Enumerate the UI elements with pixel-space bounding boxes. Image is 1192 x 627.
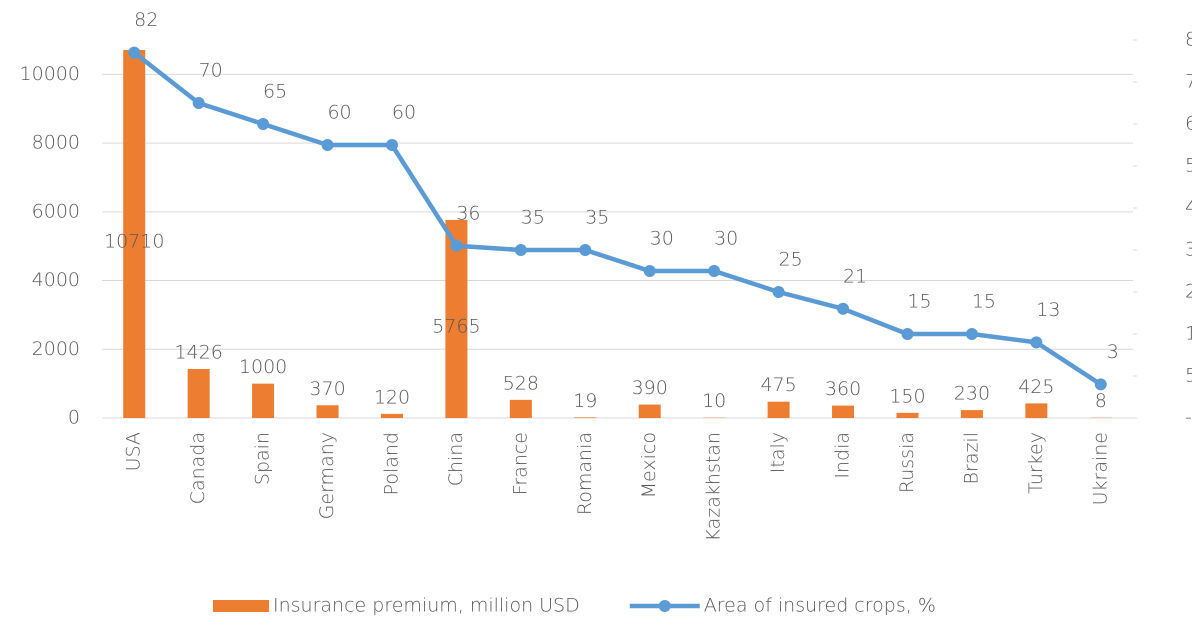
x-tick-label: Mexico: [638, 432, 660, 498]
bar-value-label: 5765: [432, 315, 480, 337]
bar-value-label: 230: [954, 383, 990, 405]
x-tick-label: Italy: [767, 432, 789, 473]
x-tick-label: Brazil: [960, 432, 982, 484]
line-value-label: 30: [650, 228, 674, 250]
bar-value-label: 8: [1095, 390, 1107, 412]
y-tick-label: 8000: [32, 132, 80, 154]
bar-value-label: 1000: [239, 356, 287, 378]
bar: [381, 414, 403, 418]
line-value-label: 36: [456, 202, 480, 224]
bar-value-label: 1426: [174, 341, 222, 363]
line-value-label: 70: [199, 60, 223, 82]
bar: [1025, 403, 1047, 418]
legend-label: Insurance premium, million USD: [273, 595, 580, 617]
bar: [639, 405, 661, 418]
line-value-label: 13: [1036, 299, 1060, 321]
bar-value-label: 425: [1018, 376, 1054, 398]
x-tick-label: India: [832, 432, 854, 479]
bar-value-label: 528: [503, 372, 539, 394]
bar: [961, 410, 983, 418]
x-tick-label: Canada: [187, 432, 209, 504]
line-value-label: 60: [392, 102, 416, 124]
bar-value-label: 150: [889, 385, 925, 407]
bar: [896, 413, 918, 418]
bar-value-label: 10: [702, 390, 726, 412]
x-tick-label: Poland: [380, 432, 402, 495]
line-value-label: 65: [263, 81, 287, 103]
line-point: [515, 244, 527, 256]
y2-tick-label: 35: [1185, 239, 1192, 261]
bar-value-label: 390: [632, 377, 668, 399]
line-point: [386, 139, 398, 151]
bar-value-label: 19: [573, 390, 597, 412]
x-tick-label: China: [445, 432, 467, 486]
y-tick-label: 6000: [32, 200, 80, 222]
line-value-label: 15: [972, 291, 996, 313]
line-point: [257, 118, 269, 130]
line-value-label: 35: [585, 207, 609, 229]
legend-label: Area of insured crops, %: [704, 595, 936, 617]
line-value-label: 3: [1107, 341, 1119, 363]
bar-value-label: 10710: [104, 230, 164, 252]
x-tick-label: USA: [123, 432, 145, 471]
line-value-label: 35: [521, 207, 545, 229]
bar: [510, 400, 532, 418]
x-tick-label: Spain: [252, 432, 274, 485]
line-point: [901, 328, 913, 340]
legend-swatch: [213, 600, 269, 612]
line-point: [644, 265, 656, 277]
line-value-label: 30: [714, 228, 738, 250]
line-point: [579, 244, 591, 256]
line-value-label: 25: [779, 249, 803, 271]
bar: [317, 405, 339, 418]
line-value-label: 21: [843, 265, 867, 287]
y2-tick-label: 25: [1185, 281, 1192, 303]
x-tick-label: Ukraine: [1089, 432, 1111, 505]
bar-value-label: 370: [309, 378, 345, 400]
bar-value-label: 360: [825, 378, 861, 400]
y2-tick-label: 5: [1185, 365, 1192, 387]
bar: [832, 406, 854, 418]
x-tick-label: Romania: [574, 432, 596, 515]
y2-tick-label: -5: [1185, 407, 1192, 429]
bar: [188, 369, 210, 418]
line-point: [837, 303, 849, 315]
bar: [768, 402, 790, 418]
line-point: [193, 97, 205, 109]
line-point: [773, 286, 785, 298]
line-point: [966, 328, 978, 340]
bar-value-label: 120: [374, 386, 410, 408]
line-value-label: 82: [134, 9, 158, 31]
y2-tick-label: 75: [1185, 71, 1192, 93]
x-tick-label: France: [509, 432, 531, 495]
x-tick-label: Germany: [316, 432, 338, 519]
line-point: [1030, 336, 1042, 348]
y2-tick-label: 85: [1185, 29, 1192, 51]
y-tick-label: 2000: [32, 338, 80, 360]
y-tick-label: 0: [68, 407, 80, 429]
line-point: [450, 240, 462, 252]
x-tick-label: Kazakhstan: [703, 432, 725, 541]
legend-swatch-point: [659, 600, 671, 612]
bar: [252, 384, 274, 418]
y-tick-label: 10000: [20, 63, 80, 85]
line-point: [128, 47, 140, 59]
x-tick-label: Russia: [896, 432, 918, 493]
line-value-label: 60: [327, 102, 351, 124]
bar-value-label: 475: [760, 374, 796, 396]
bar: [574, 417, 596, 418]
y2-tick-label: 45: [1185, 197, 1192, 219]
line-point: [708, 265, 720, 277]
y-tick-label: 4000: [32, 269, 80, 291]
y2-tick-label: 65: [1185, 113, 1192, 135]
x-tick-label: Turkey: [1025, 432, 1047, 494]
line-value-label: 15: [907, 291, 931, 313]
y2-tick-label: 15: [1185, 323, 1192, 345]
y2-tick-label: 55: [1185, 155, 1192, 177]
line-point: [1095, 378, 1107, 390]
line-point: [322, 139, 334, 151]
